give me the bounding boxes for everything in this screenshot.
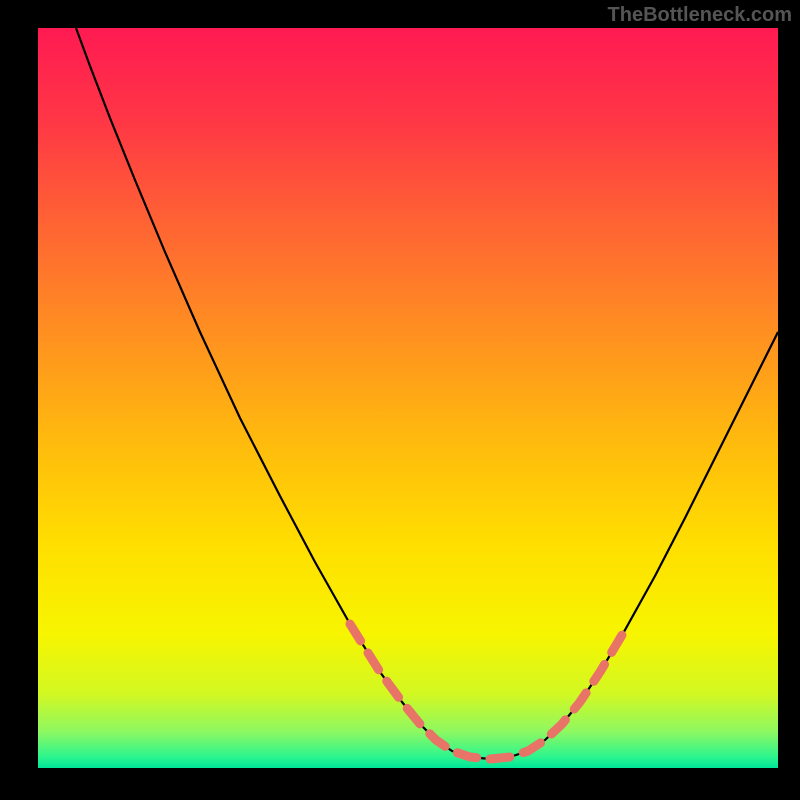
watermark-text: TheBottleneck.com xyxy=(608,4,792,27)
chart-container: TheBottleneck.com xyxy=(0,0,800,800)
plot-background xyxy=(38,28,778,768)
bottleneck-chart xyxy=(0,0,800,800)
